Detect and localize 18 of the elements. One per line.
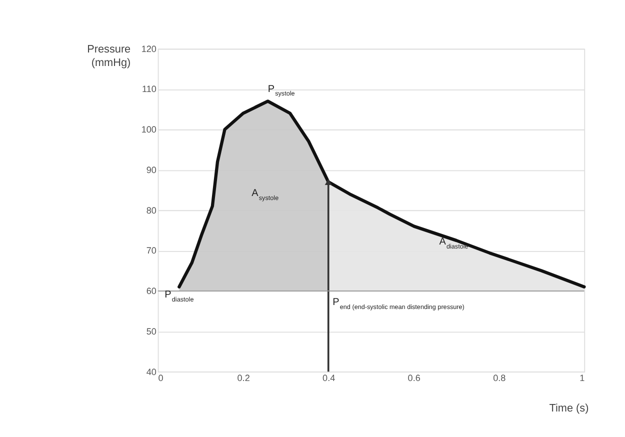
x-tick-label: 0.6 xyxy=(408,373,420,384)
y-axis-title: Pressure (mmHg) xyxy=(87,43,131,69)
x-tick-label: 0.8 xyxy=(493,373,506,384)
y-tick-label: 70 xyxy=(146,246,156,256)
x-axis-title: Time (s) xyxy=(549,402,589,415)
x-tick-label: 0.2 xyxy=(237,373,250,384)
y-tick-label: 80 xyxy=(146,205,156,216)
y-tick-label: 120 xyxy=(141,44,156,54)
line-series xyxy=(178,100,586,288)
y-tick-label: 100 xyxy=(141,124,156,135)
y-tick-label: 90 xyxy=(146,164,156,175)
y-tick-label: 40 xyxy=(146,366,156,377)
y-tick-label: 50 xyxy=(146,326,156,336)
x-tick-label: 0 xyxy=(158,373,164,384)
y-tick-label: 60 xyxy=(146,286,156,296)
x-tick-label: 1 xyxy=(580,373,585,384)
y-tick-label: 110 xyxy=(142,84,156,94)
x-tick-label: 0.4 xyxy=(322,373,336,384)
